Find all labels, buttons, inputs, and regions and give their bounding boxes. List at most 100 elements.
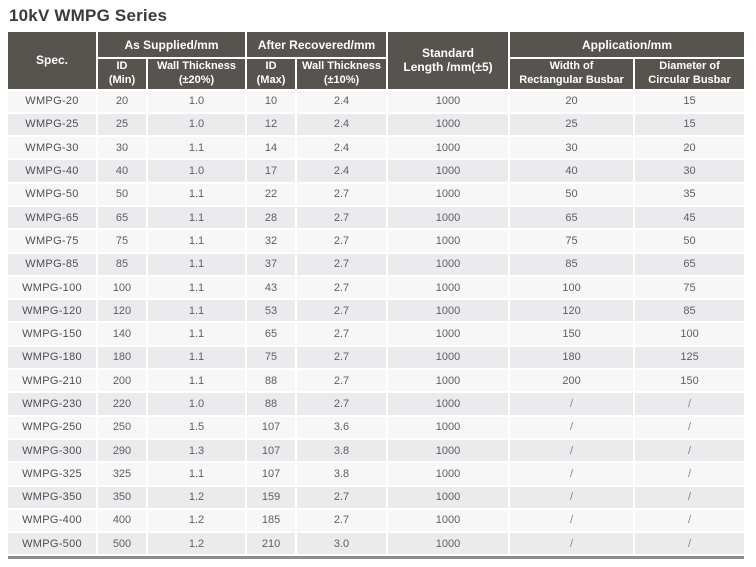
value-cell: 1000: [388, 416, 511, 440]
value-cell: 88: [247, 370, 298, 394]
value-cell: 65: [635, 253, 745, 277]
spec-table: Spec. As Supplied/mm After Recovered/mm …: [8, 32, 745, 560]
value-cell: 1.1: [148, 370, 248, 394]
value-cell: 1.1: [148, 300, 248, 324]
value-cell: 1.2: [148, 486, 248, 510]
value-cell: 1.1: [148, 463, 248, 487]
value-cell: 1.1: [148, 253, 248, 277]
spec-cell: WMPG-150: [8, 323, 98, 347]
header-width-rect-line1: Width of: [549, 60, 594, 72]
value-cell: 10: [247, 90, 298, 114]
value-cell: /: [510, 509, 636, 534]
value-cell: 1000: [388, 463, 511, 487]
value-cell: 30: [510, 137, 636, 161]
table-row: WMPG-50 50 1.1 22 2.7 1000 50 35: [8, 183, 745, 207]
value-cell: /: [635, 439, 745, 464]
value-cell: /: [510, 463, 636, 487]
value-cell: 107: [247, 439, 298, 464]
header-standard-length-line2: Length /mm(±5): [403, 60, 493, 75]
table-row: WMPG-230 220 1.0 88 2.7 1000//: [8, 393, 745, 417]
table-row: WMPG-325 325 1.1 107 3.8 1000//: [8, 463, 745, 487]
value-cell: 45: [635, 206, 745, 231]
value-cell: 1.0: [148, 393, 248, 417]
value-cell: 1.1: [148, 346, 248, 371]
header-id-min: ID (Min): [98, 59, 148, 91]
header-width-rect-busbar: Width of Rectangular Busbar: [510, 59, 636, 91]
value-cell: 250: [98, 416, 148, 440]
value-cell: 1000: [388, 206, 511, 231]
spec-cell: WMPG-100: [8, 276, 98, 301]
spec-cell: WMPG-400: [8, 509, 98, 534]
value-cell: 1000: [388, 370, 511, 394]
table-row: WMPG-40 40 1.0 17 2.4 1000 40 30: [8, 160, 745, 184]
value-cell: 50: [98, 183, 148, 207]
value-cell: 20: [635, 137, 745, 161]
header-id-max-line1: ID: [265, 60, 277, 72]
value-cell: 75: [510, 230, 636, 254]
value-cell: 43: [247, 276, 298, 301]
header-wt10-line1: Wall Thickness: [301, 60, 382, 72]
header-spec: Spec.: [8, 32, 98, 91]
value-cell: 50: [510, 183, 636, 207]
value-cell: 120: [510, 300, 636, 324]
spec-cell: WMPG-75: [8, 230, 98, 254]
value-cell: 2.4: [297, 90, 389, 114]
value-cell: 1000: [388, 230, 511, 254]
spec-cell: WMPG-325: [8, 463, 98, 487]
value-cell: 20: [98, 90, 148, 114]
value-cell: 1000: [388, 276, 511, 301]
value-cell: 35: [635, 183, 745, 207]
header-id-min-line2: (Min): [108, 73, 136, 86]
value-cell: 210: [247, 533, 298, 557]
value-cell: 17: [247, 160, 298, 184]
value-cell: 2.7: [297, 486, 389, 510]
header-wt20-line2: (±20%): [178, 73, 215, 86]
table-row: WMPG-100 100 1.1 43 2.7 1000 100 75: [8, 276, 745, 301]
value-cell: 1.1: [148, 183, 248, 207]
value-cell: 2.4: [297, 113, 389, 138]
value-cell: 37: [247, 253, 298, 277]
value-cell: 2.7: [297, 393, 389, 417]
header-width-rect-line2: Rectangular Busbar: [519, 73, 624, 86]
value-cell: 75: [247, 346, 298, 371]
value-cell: /: [635, 463, 745, 487]
value-cell: 107: [247, 416, 298, 440]
value-cell: /: [635, 533, 745, 557]
header-id-max-line2: (Max): [256, 73, 286, 86]
value-cell: 25: [98, 113, 148, 138]
value-cell: /: [635, 486, 745, 510]
header-dia-circ-line1: Diameter of: [659, 60, 720, 72]
value-cell: 85: [98, 253, 148, 277]
value-cell: 1000: [388, 183, 511, 207]
value-cell: 1.2: [148, 533, 248, 557]
header-wall-thickness-10: Wall Thickness (±10%): [297, 59, 389, 91]
spec-cell: WMPG-210: [8, 370, 98, 394]
value-cell: 200: [98, 370, 148, 394]
table-row: WMPG-20 20 1.0 10 2.4 1000 20 15: [8, 90, 745, 114]
spec-cell: WMPG-20: [8, 90, 98, 114]
header-dia-circ-line2: Circular Busbar: [648, 73, 731, 86]
value-cell: 185: [247, 509, 298, 534]
value-cell: 1000: [388, 160, 511, 184]
value-cell: 2.7: [297, 300, 389, 324]
header-wall-thickness-20: Wall Thickness (±20%): [148, 59, 248, 91]
value-cell: 1000: [388, 113, 511, 138]
spec-cell: WMPG-230: [8, 393, 98, 417]
value-cell: /: [510, 393, 636, 417]
spec-cell: WMPG-350: [8, 486, 98, 510]
table-row: WMPG-210 200 1.1 88 2.7 1000 200 150: [8, 370, 745, 394]
spec-cell: WMPG-180: [8, 346, 98, 371]
table-row: WMPG-30 30 1.1 14 2.4 1000 30 20: [8, 137, 745, 161]
value-cell: 14: [247, 137, 298, 161]
value-cell: /: [510, 439, 636, 464]
value-cell: 180: [98, 346, 148, 371]
value-cell: 32: [247, 230, 298, 254]
value-cell: 100: [510, 276, 636, 301]
spec-cell: WMPG-120: [8, 300, 98, 324]
page-title: 10kV WMPG Series: [9, 6, 168, 25]
value-cell: /: [635, 416, 745, 440]
value-cell: 12: [247, 113, 298, 138]
spec-cell: WMPG-40: [8, 160, 98, 184]
value-cell: /: [510, 416, 636, 440]
